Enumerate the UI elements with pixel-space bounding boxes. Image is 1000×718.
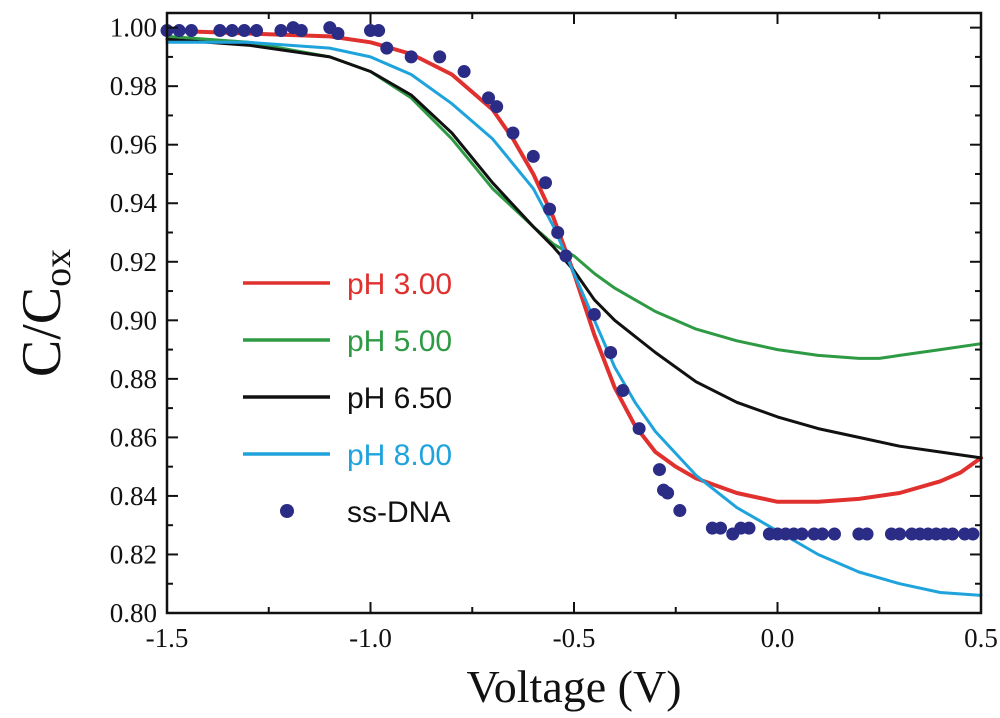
svg-text:C/Cox: C/Cox <box>11 249 79 377</box>
legend-label-ss-dna: ss-DNA <box>347 496 450 529</box>
data-point-ss-dna <box>506 126 520 140</box>
y-tick-label: 0.96 <box>110 130 157 160</box>
data-point-ss-dna <box>860 527 874 541</box>
x-tick-label: -1.5 <box>146 623 189 653</box>
y-tick-label: 0.88 <box>110 364 157 394</box>
legend: pH 3.00 pH 5.00 pH 6.50 pH 8.00 ss-DNA <box>243 268 452 529</box>
y-axis-title: C/Cox <box>11 249 79 377</box>
data-point-ss-dna <box>714 521 728 535</box>
legend-label-ph-8-00: pH 8.00 <box>347 439 452 472</box>
data-point-ss-dna <box>559 249 573 263</box>
data-point-ss-dna <box>742 521 756 535</box>
data-point-ss-dna <box>490 100 504 114</box>
y-tick-label: 0.80 <box>110 598 157 628</box>
data-point-ss-dna <box>827 527 841 541</box>
y-axis-title-subscript: ox <box>37 249 79 287</box>
series-line-ph-6-50 <box>165 37 983 460</box>
data-point-ss-dna <box>893 527 907 541</box>
data-point-ss-dna <box>543 202 557 216</box>
data-point-ss-dna <box>587 307 601 321</box>
data-point-ss-dna <box>652 463 666 477</box>
data-point-ss-dna <box>331 26 345 40</box>
legend-label-ph-3-00: pH 3.00 <box>347 268 452 301</box>
data-point-ss-dna <box>380 41 394 55</box>
y-tick-label: 0.90 <box>110 305 157 335</box>
data-point-ss-dna <box>274 24 288 38</box>
y-tick-label: 0.92 <box>110 247 157 277</box>
data-point-ss-dna <box>795 527 809 541</box>
y-tick-label: 0.84 <box>110 481 158 511</box>
data-point-ss-dna <box>966 527 980 541</box>
y-tick-label: 0.98 <box>110 71 157 101</box>
series-layer <box>160 21 983 597</box>
data-point-ss-dna <box>632 422 646 436</box>
tick-labels-layer: -1.5 -1.0 -0.5 0.0 0.5 0.80 0.82 0.84 0.86 0.88 0.… <box>110 13 998 653</box>
data-point-ss-dna <box>294 24 308 38</box>
data-point-ss-dna <box>815 527 829 541</box>
data-point-ss-dna <box>526 149 540 163</box>
data-point-ss-dna <box>673 504 687 518</box>
x-tick-label: 0.5 <box>964 623 998 653</box>
data-point-ss-dna <box>433 50 447 64</box>
data-point-ss-dna <box>551 226 565 240</box>
data-point-ss-dna <box>237 24 251 38</box>
data-point-ss-dna <box>225 24 239 38</box>
data-point-ss-dna <box>457 65 471 79</box>
x-tick-label: -0.5 <box>553 623 596 653</box>
x-tick-label: -1.0 <box>349 623 392 653</box>
series-markers-ss-dna <box>160 21 980 541</box>
y-tick-label: 0.94 <box>110 188 158 218</box>
legend-label-ph-5-00: pH 5.00 <box>347 325 452 358</box>
data-point-ss-dna <box>616 384 630 398</box>
data-point-ss-dna <box>184 24 198 38</box>
y-tick-label: 1.00 <box>110 13 157 43</box>
x-tick-label: 0.0 <box>761 623 795 653</box>
data-point-ss-dna <box>661 486 675 500</box>
data-point-ss-dna <box>250 24 264 38</box>
legend-swatch-ss-dna <box>280 504 294 518</box>
series-line-ph-8-00 <box>165 40 983 597</box>
legend-label-ph-6-50: pH 6.50 <box>347 382 452 415</box>
y-axis-title-main: C/C <box>11 287 73 377</box>
data-point-ss-dna <box>482 91 496 105</box>
data-point-ss-dna <box>172 24 186 38</box>
y-tick-label: 0.82 <box>110 539 157 569</box>
ticks-layer <box>166 13 982 614</box>
data-point-ss-dna <box>372 24 386 38</box>
data-point-ss-dna <box>404 50 418 64</box>
data-point-ss-dna <box>946 527 960 541</box>
data-point-ss-dna <box>539 176 553 190</box>
data-point-ss-dna <box>213 24 227 38</box>
y-tick-label: 0.86 <box>110 422 157 452</box>
data-point-ss-dna <box>604 346 618 360</box>
x-axis-title: Voltage (V) <box>466 661 681 712</box>
